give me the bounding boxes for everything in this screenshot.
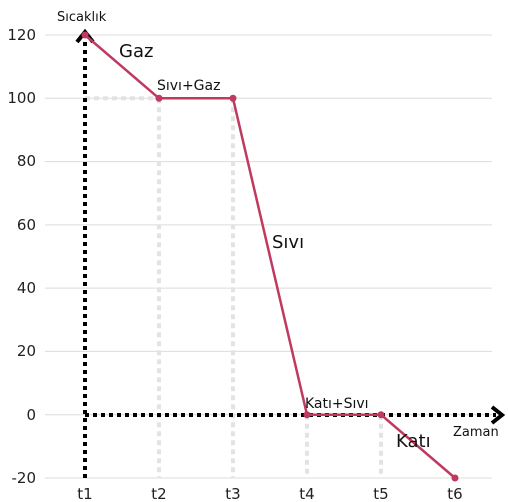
data-point	[303, 411, 311, 419]
annotation-liquid: Sıvı	[272, 232, 304, 253]
x-axis-label: Zaman	[453, 425, 499, 440]
y-tick-label: 100	[7, 89, 36, 107]
data-points	[81, 31, 459, 482]
data-point	[377, 411, 385, 419]
y-tick-label: 40	[17, 279, 36, 297]
x-axis-arrowhead	[490, 405, 506, 425]
gridlines	[45, 34, 492, 479]
x-tick-label: t3	[225, 485, 240, 502]
data-point	[451, 474, 459, 482]
x-tick-labels: t1 t2 t3 t4 t5 t6	[77, 485, 462, 502]
y-tick-label: 0	[26, 406, 36, 424]
annotation-liquid-gas: Sıvı+Gaz	[157, 78, 220, 94]
x-tick-label: t5	[373, 485, 388, 502]
data-point	[81, 31, 89, 39]
x-tick-label: t4	[299, 485, 314, 502]
annotation-gas: Gaz	[119, 41, 153, 62]
annotation-solid-liquid: Katı+Sıvı	[305, 396, 369, 412]
data-point	[229, 94, 237, 102]
y-tick-label: 120	[7, 26, 36, 44]
y-tick-label: -20	[12, 469, 37, 487]
y-axis-label: Sıcaklık	[57, 10, 107, 25]
y-tick-label: 20	[17, 342, 36, 360]
x-tick-label: t6	[447, 485, 462, 502]
data-point	[155, 94, 163, 102]
y-tick-labels: 120 100 80 60 40 20 0 -20	[7, 26, 36, 487]
x-tick-label: t1	[77, 485, 92, 502]
y-tick-label: 80	[17, 152, 36, 170]
series-line	[84, 34, 456, 479]
x-tick-label: t2	[151, 485, 166, 502]
y-tick-label: 60	[17, 216, 36, 234]
annotation-solid: Katı	[396, 431, 431, 452]
